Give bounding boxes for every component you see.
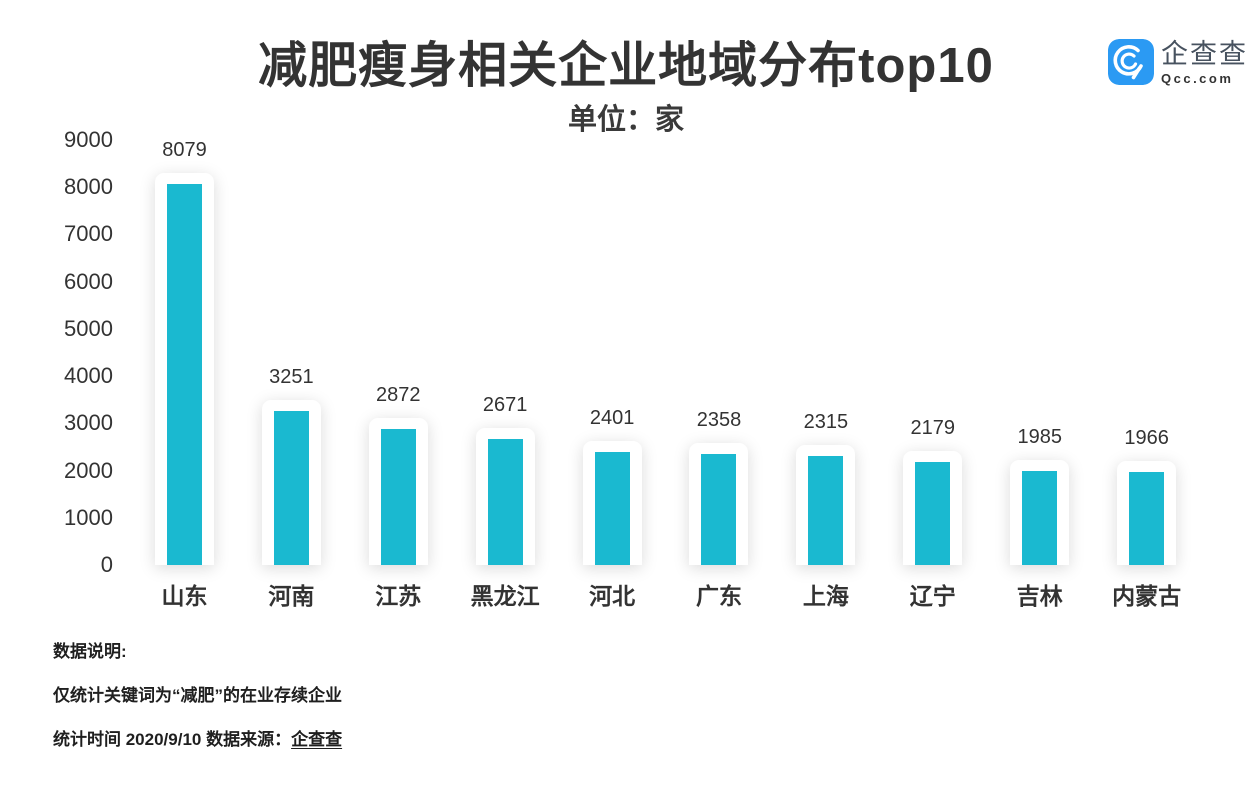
x-category-label: 山东	[161, 583, 208, 609]
bar-card	[1010, 460, 1070, 565]
bar	[808, 455, 844, 565]
y-tick-label: 2000	[64, 457, 113, 483]
note-source-line: 统计时间 2020/9/10 数据来源：企查查	[53, 729, 342, 750]
bar-chart: 9000 8000 7000 6000 5000 4000 3000 2000 1000 0 80…	[0, 127, 1252, 640]
bar	[1022, 471, 1058, 565]
y-tick-label: 9000	[64, 127, 113, 152]
data-notes: 数据说明: 仅统计关键词为“减肥”的在业存续企业 统计时间 2020/9/10 …	[53, 641, 342, 773]
x-category-label: 吉林	[1016, 583, 1063, 609]
x-category-label: 河北	[589, 583, 636, 609]
bar-card	[796, 444, 856, 565]
bar	[487, 438, 523, 565]
bar-column: 2358	[666, 409, 773, 565]
bar-value-label: 1985	[1017, 426, 1062, 449]
x-category-label: 内蒙古	[1112, 583, 1182, 609]
unit-label: 单位：家	[567, 104, 684, 136]
x-category-label: 江苏	[375, 583, 422, 609]
y-tick-label: 1000	[64, 504, 113, 530]
bar-value-label: 1966	[1124, 427, 1169, 450]
bar-value-label: 2358	[696, 408, 742, 431]
y-tick-label: 8000	[64, 174, 113, 200]
bar-value-label: 2671	[482, 393, 528, 416]
logo-domain: Qcc.com	[1161, 71, 1234, 86]
bar-card	[368, 418, 428, 565]
bar-column: 3251	[238, 366, 345, 565]
bar	[273, 411, 309, 565]
bar-column: 2872	[345, 384, 452, 565]
bar-card	[261, 400, 321, 565]
bar-column: 8079	[131, 138, 238, 565]
bar-column: 1985	[986, 426, 1093, 565]
bar-column: 2315	[772, 411, 879, 565]
bar	[701, 453, 737, 565]
y-tick-label: 5000	[64, 315, 113, 341]
bar-column: 2401	[559, 407, 666, 565]
x-category-label: 黑龙江	[470, 583, 540, 609]
y-tick-label: 7000	[64, 221, 113, 247]
bar-value-label: 2315	[803, 410, 849, 433]
bar-card	[582, 440, 642, 565]
bar-card	[689, 442, 749, 565]
bar-column: 1966	[1093, 427, 1200, 565]
page-title: 减肥瘦身相关企业地域分布top10	[258, 39, 994, 93]
bar	[380, 429, 416, 565]
bar-value-label: 8079	[162, 138, 207, 161]
y-tick-label: 3000	[64, 410, 113, 436]
x-category-label: 上海	[802, 583, 849, 609]
plot-area: 8079 3251 2872 2671 2401 2358 2315 2179 1985 1966	[131, 138, 1200, 565]
bar	[166, 183, 202, 565]
y-axis: 9000 8000 7000 6000 5000 4000 3000 2000 1000 0	[0, 127, 113, 577]
qcc-logo: 企查查 Qcc.com	[1108, 39, 1248, 86]
bar	[1129, 472, 1165, 565]
note-source-prefix: 统计时间 2020/9/10 数据来源：	[53, 730, 292, 749]
bar-card	[154, 172, 214, 565]
source-link[interactable]: 企查查	[291, 730, 343, 749]
logo-brand: 企查查	[1161, 39, 1248, 69]
logo-text: 企查查 Qcc.com	[1161, 39, 1248, 86]
y-tick-label: 6000	[64, 268, 113, 294]
x-category-label: 广东	[695, 583, 742, 609]
bar-value-label: 2872	[376, 384, 421, 407]
note-title: 数据说明:	[53, 642, 127, 661]
bar-value-label: 2401	[589, 406, 635, 429]
note-keyword-line: 仅统计关键词为“减肥”的在业存续企业	[53, 686, 342, 705]
qcc-logo-icon	[1108, 39, 1154, 85]
x-category-label: 辽宁	[909, 583, 956, 609]
x-axis: 山东 河南 江苏 黑龙江 河北 广东 上海 辽宁 吉林 内蒙古	[131, 577, 1200, 611]
bar	[915, 462, 951, 565]
bar-card	[1117, 461, 1177, 565]
bar-column: 2179	[879, 417, 986, 565]
bar-value-label: 3251	[269, 366, 314, 389]
x-category-label: 河南	[268, 583, 315, 609]
bar	[594, 451, 630, 565]
bar-card	[475, 427, 535, 565]
bar-value-label: 2179	[910, 417, 956, 440]
bar-column: 2671	[452, 394, 559, 565]
y-tick-label: 0	[100, 552, 113, 577]
y-tick-label: 4000	[64, 363, 113, 389]
bar-card	[903, 451, 963, 565]
